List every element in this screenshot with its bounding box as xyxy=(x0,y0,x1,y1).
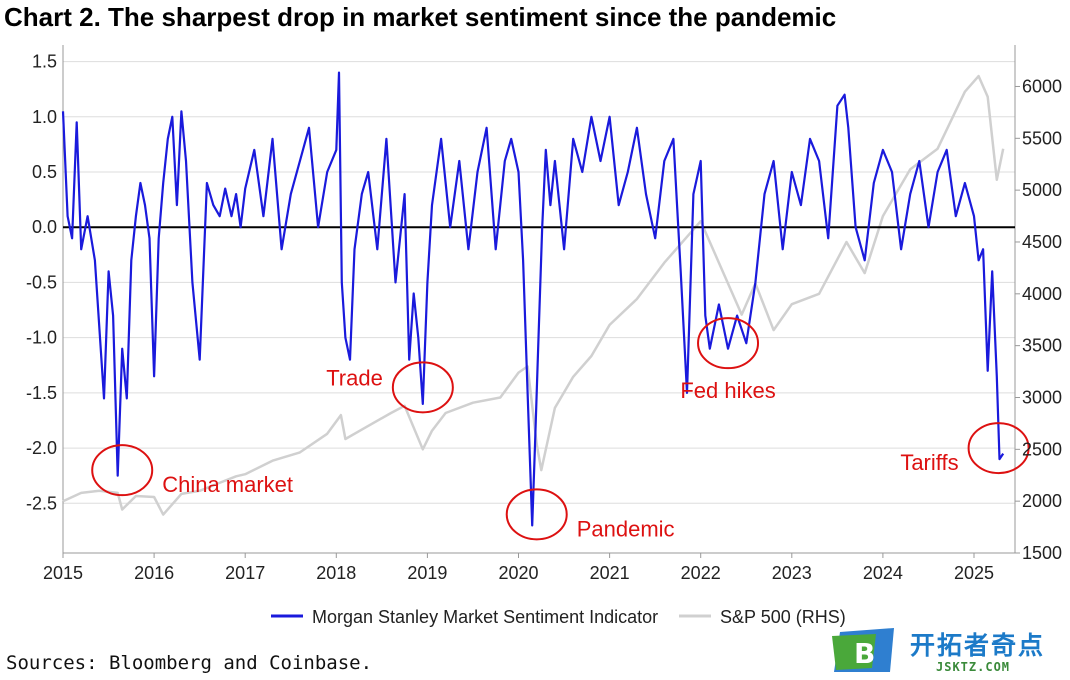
x-tick-label: 2017 xyxy=(225,563,265,583)
watermark-title: 开拓者奇点 xyxy=(910,631,1046,660)
right-tick-label: 5500 xyxy=(1022,128,1062,148)
x-tick-label: 2024 xyxy=(863,563,903,583)
watermark-subtitle: JSKTZ.COM xyxy=(936,660,1011,674)
right-tick-label: 1500 xyxy=(1022,543,1062,563)
legend: Morgan Stanley Market Sentiment Indicato… xyxy=(271,607,846,627)
sentiment-series xyxy=(61,71,1005,527)
right-tick-label: 4000 xyxy=(1022,284,1062,304)
annotation-circle xyxy=(391,361,454,414)
left-tick-label: -2.0 xyxy=(26,438,57,458)
x-tick-label: 2019 xyxy=(407,563,447,583)
right-tick-label: 2000 xyxy=(1022,491,1062,511)
left-tick-label: 1.5 xyxy=(32,52,57,72)
annotation-circle xyxy=(91,444,154,497)
x-tick-label: 2018 xyxy=(316,563,356,583)
sp500-series xyxy=(62,74,1005,516)
annotation-circle xyxy=(697,317,760,370)
watermark-badge-icon: B xyxy=(832,628,894,672)
chart-title: Chart 2. The sharpest drop in market sen… xyxy=(4,2,837,32)
x-tick-label: 2021 xyxy=(590,563,630,583)
x-tick-label: 2025 xyxy=(954,563,994,583)
left-tick-label: -1.5 xyxy=(26,383,57,403)
gridlines xyxy=(63,61,1015,504)
left-tick-label: -2.5 xyxy=(26,493,57,513)
right-tick-label: 6000 xyxy=(1022,76,1062,96)
annotation-circle xyxy=(967,422,1030,475)
x-tick-label: 2023 xyxy=(772,563,812,583)
annotation-label: Pandemic xyxy=(577,516,675,541)
x-tick-label: 2022 xyxy=(681,563,721,583)
legend-label-sp500: S&P 500 (RHS) xyxy=(720,607,846,627)
x-tick-label: 2015 xyxy=(43,563,83,583)
annotation-circle xyxy=(505,488,568,541)
x-tick-label: 2016 xyxy=(134,563,174,583)
watermark-badge-letter: B xyxy=(854,637,875,670)
sp500-line xyxy=(62,74,1005,516)
sentiment-line-chart: China market Trade Pandemic Fed hikes Tariff… xyxy=(26,45,1062,627)
x-tick-label: 2020 xyxy=(498,563,538,583)
annotation-label: China market xyxy=(162,472,293,497)
annotation-label: Trade xyxy=(326,365,383,390)
right-tick-label: 3000 xyxy=(1022,387,1062,407)
left-tick-label: -0.5 xyxy=(26,272,57,292)
left-tick-label: 0.5 xyxy=(32,162,57,182)
annotation-label: Tariffs xyxy=(900,450,958,475)
right-tick-label: 3500 xyxy=(1022,336,1062,356)
x-axis-ticks: 2015 2016 2017 2018 2019 2020 2021 2022 2023 2024… xyxy=(43,553,994,583)
right-tick-label: 2500 xyxy=(1022,439,1062,459)
right-tick-label: 5000 xyxy=(1022,180,1062,200)
left-tick-label: -1.0 xyxy=(26,328,57,348)
watermark-logo: B 开拓者奇点 JSKTZ.COM xyxy=(832,624,1068,680)
sentiment-line xyxy=(61,71,1005,527)
left-axis-ticks: 1.5 1.0 0.5 0.0 -0.5 -1.0 -1.5 -2.0 -2.5 xyxy=(26,52,57,514)
source-note: Sources: Bloomberg and Coinbase. xyxy=(6,652,373,674)
legend-label-sentiment: Morgan Stanley Market Sentiment Indicato… xyxy=(312,607,658,627)
annotations: China market Trade Pandemic Fed hikes Tariff… xyxy=(91,317,1030,541)
right-tick-label: 4500 xyxy=(1022,232,1062,252)
left-tick-label: 1.0 xyxy=(32,107,57,127)
right-axis-ticks: 6000 5500 5000 4500 4000 3500 3000 2500 2000 1500 xyxy=(1015,76,1062,563)
left-tick-label: 0.0 xyxy=(32,217,57,237)
annotation-label: Fed hikes xyxy=(680,378,775,403)
